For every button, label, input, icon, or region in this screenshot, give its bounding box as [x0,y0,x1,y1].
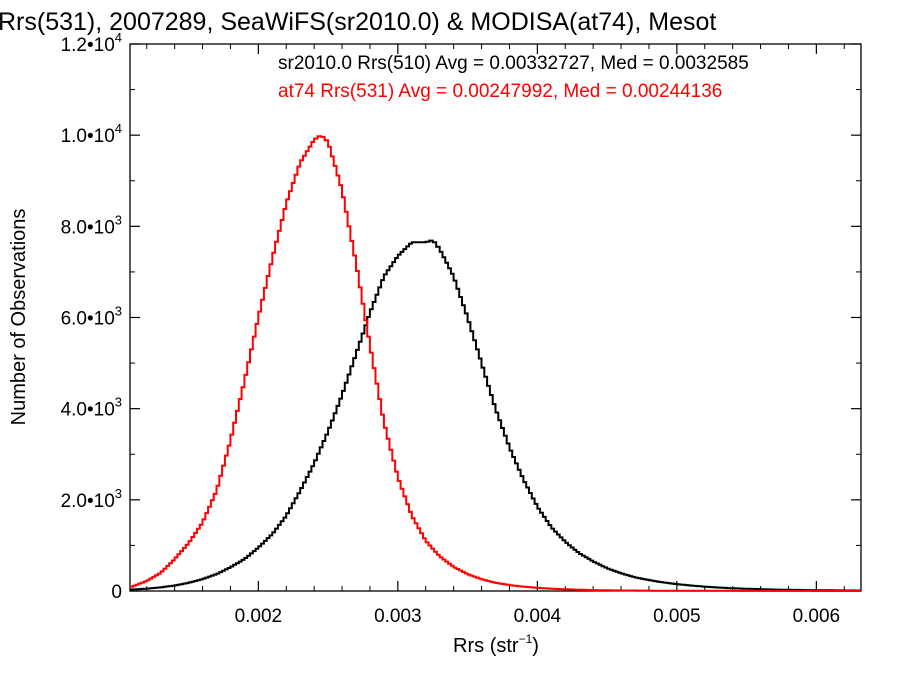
y-tick-label: 6.0•103 [61,304,122,330]
y-tick-label: 1.0•104 [61,121,122,147]
x-axis-label: Rrs (str−1) [453,632,539,657]
x-tick-label: 0.004 [514,606,562,627]
chart-title: Rrs(531), 2007289, SeaWiFS(sr2010.0) & M… [0,8,716,36]
y-tick-label: 2.0•103 [61,486,122,512]
y-axis-label: Number of Observations [8,209,30,426]
plot-frame [129,43,862,592]
series-group [130,135,861,592]
x-axis-label-end: ) [532,635,539,657]
y-tick-label: 8.0•103 [61,212,122,238]
x-axis-label-main: Rrs (str [453,635,519,657]
x-axis-label-sup: −1 [519,632,533,646]
series-line-black [130,239,861,592]
y-axis: 0 2.0•103 4.0•103 6.0•103 8.0•103 1.0•104 1.2•… [61,30,861,603]
x-tick-label: 0.003 [374,606,422,627]
series-line-red [130,135,861,592]
annotation-black: sr2010.0 Rrs(510) Avg = 0.00332727, Med … [278,53,749,74]
y-tick-label: 0 [111,582,122,603]
x-axis: 0.002 0.003 0.004 0.005 0.006 [146,44,845,627]
x-tick-label: 0.006 [793,606,841,627]
y-tick-label: 4.0•103 [61,395,122,421]
x-tick-label: 0.005 [653,606,701,627]
x-tick-label: 0.002 [235,606,283,627]
y-tick-label: 1.2•104 [61,30,122,56]
annotation-red: at74 Rrs(531) Avg = 0.00247992, Med = 0.… [278,81,722,102]
